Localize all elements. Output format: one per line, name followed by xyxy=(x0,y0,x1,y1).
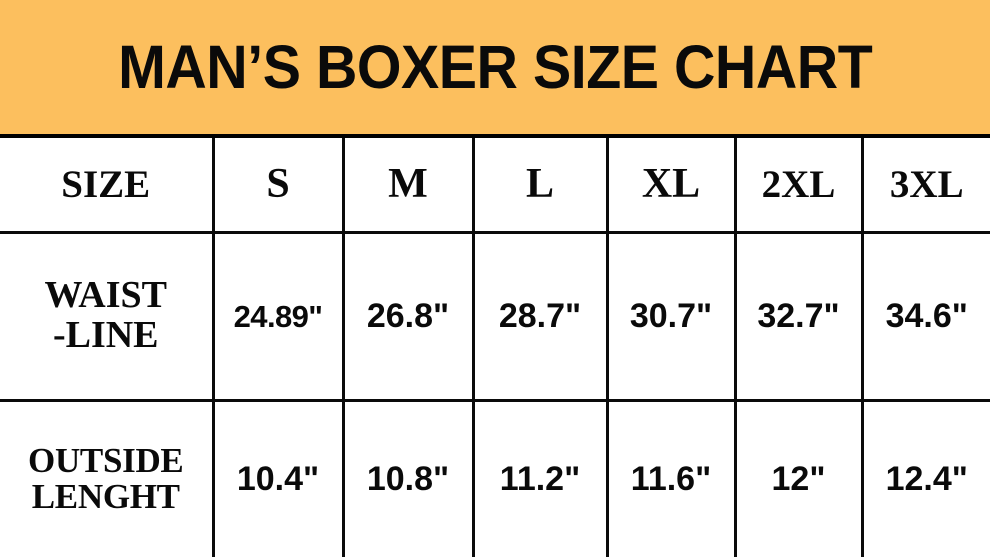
row-label-waistline: WAIST -LINE xyxy=(0,230,215,402)
row-label-outside-length-line1: OUTSIDE xyxy=(28,440,184,480)
outside-length-value-xl: 11.6" xyxy=(605,398,737,557)
outside-length-value-m: 10.8" xyxy=(341,398,475,557)
header-cell-2xl: 2XL xyxy=(733,138,864,234)
table-header-row: SIZE S M L XL 2XL 3XL xyxy=(0,138,990,234)
header-cell-3xl: 3XL xyxy=(860,138,990,234)
waistline-value-xl: 30.7" xyxy=(605,230,737,402)
waistline-value-3xl: 34.6" xyxy=(860,230,990,402)
outside-length-value-3xl: 12.4" xyxy=(860,398,990,557)
header-cell-size: SIZE xyxy=(0,138,215,234)
size-chart-table: SIZE S M L XL 2XL 3XL WAIST -LINE 24.89"… xyxy=(0,138,990,557)
chart-title-banner: MAN’S BOXER SIZE CHART xyxy=(0,0,990,138)
header-cell-l: L xyxy=(471,138,609,234)
header-cell-m: M xyxy=(341,138,475,234)
row-label-waistline-line1: WAIST xyxy=(44,274,168,317)
table-row-waistline: WAIST -LINE 24.89" 26.8" 28.7" 30.7" 32.… xyxy=(0,230,990,402)
outside-length-value-s: 10.4" xyxy=(211,398,345,557)
header-cell-s: S xyxy=(211,138,345,234)
waistline-value-m: 26.8" xyxy=(341,230,475,402)
table-row-outside-length: OUTSIDE LENGHT 10.4" 10.8" 11.2" 11.6" 1… xyxy=(0,398,990,557)
outside-length-value-2xl: 12" xyxy=(733,398,864,557)
row-label-waistline-line2: -LINE xyxy=(52,314,159,356)
header-cell-xl: XL xyxy=(605,138,737,234)
waistline-value-s: 24.89" xyxy=(211,230,345,402)
row-label-outside-length-line2: LENGHT xyxy=(31,477,180,517)
page-title: MAN’S BOXER SIZE CHART xyxy=(117,32,873,101)
waistline-value-l: 28.7" xyxy=(471,230,609,402)
row-label-outside-length: OUTSIDE LENGHT xyxy=(0,398,215,557)
outside-length-value-l: 11.2" xyxy=(471,398,609,557)
waistline-value-2xl: 32.7" xyxy=(733,230,864,402)
